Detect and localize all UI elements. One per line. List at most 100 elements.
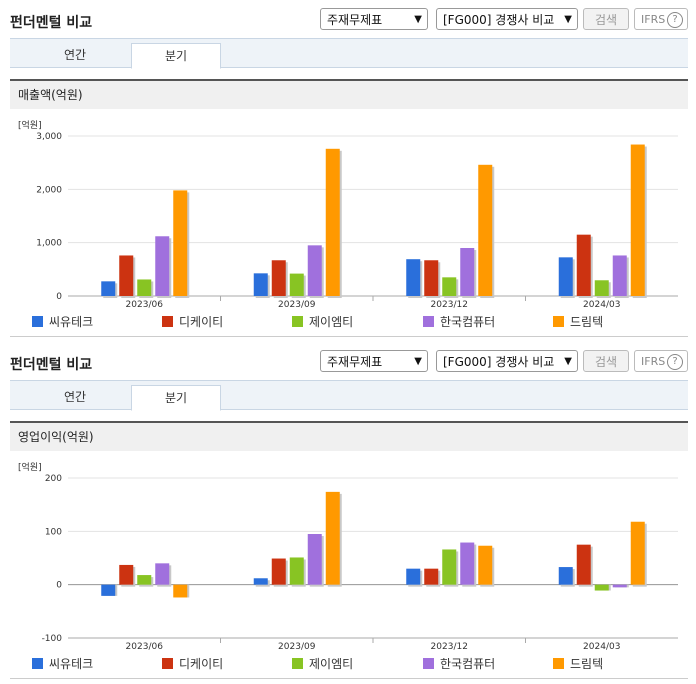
peer-select[interactable]: [FG000] 경쟁사 비교 ▼ bbox=[436, 8, 578, 30]
statement-select[interactable]: 주재무제표 ▼ bbox=[320, 8, 428, 30]
bar bbox=[594, 584, 609, 591]
bar bbox=[406, 259, 421, 296]
tab-annual[interactable]: 연간 bbox=[63, 390, 87, 404]
bar bbox=[424, 260, 439, 296]
chevron-down-icon: ▼ bbox=[564, 14, 572, 25]
bar bbox=[173, 584, 188, 598]
legend-swatch bbox=[162, 658, 173, 669]
legend-item[interactable]: 디케이티 bbox=[162, 313, 223, 330]
section-title: 펀더멘털 비교 bbox=[10, 15, 93, 31]
bar bbox=[289, 273, 304, 296]
bar bbox=[155, 236, 170, 296]
x-tick-label: 2023/12 bbox=[431, 642, 468, 652]
y-tick-label: 100 bbox=[45, 527, 62, 537]
x-tick-label: 2023/06 bbox=[126, 642, 164, 652]
bar bbox=[173, 190, 188, 296]
bar bbox=[325, 148, 340, 296]
legend-label: 제이엠티 bbox=[309, 657, 354, 671]
bar bbox=[119, 564, 134, 585]
bar bbox=[478, 545, 493, 585]
ifrs-button[interactable]: IFRS ? bbox=[634, 8, 688, 30]
legend-swatch bbox=[32, 658, 43, 669]
bar bbox=[424, 568, 439, 585]
y-tick-label: 1,000 bbox=[36, 239, 62, 249]
bar bbox=[137, 279, 152, 296]
period-tabs: 연간 분기 bbox=[10, 38, 688, 69]
bar bbox=[271, 558, 286, 585]
bar bbox=[478, 164, 493, 296]
x-tick-label: 2023/06 bbox=[126, 300, 164, 310]
legend-item[interactable]: 드림텍 bbox=[553, 655, 603, 672]
divider bbox=[10, 336, 688, 337]
legend-swatch bbox=[162, 316, 173, 327]
bar bbox=[460, 542, 475, 585]
bar bbox=[253, 273, 268, 296]
bar bbox=[307, 534, 322, 585]
peer-select-value: [FG000] 경쟁사 비교 bbox=[443, 355, 555, 369]
bar bbox=[307, 245, 322, 296]
ifrs-label: IFRS bbox=[641, 13, 666, 26]
statement-select-value: 주재무제표 bbox=[327, 355, 383, 369]
bar bbox=[612, 584, 627, 588]
legend-item[interactable]: 씨유테크 bbox=[32, 655, 93, 672]
x-tick-label: 2024/03 bbox=[583, 642, 620, 652]
fundamental-section-operating-profit: 펀더멘털 비교 주재무제표 ▼ [FG000] 경쟁사 비교 ▼ 검색 IFRS… bbox=[0, 342, 696, 684]
chevron-down-icon: ▼ bbox=[414, 356, 422, 367]
legend-label: 씨유테크 bbox=[49, 315, 94, 329]
legend-swatch bbox=[423, 658, 434, 669]
legend-swatch bbox=[553, 658, 564, 669]
search-button[interactable]: 검색 bbox=[583, 350, 629, 372]
legend-item[interactable]: 제이엠티 bbox=[292, 313, 353, 330]
y-tick-label: 0 bbox=[56, 581, 62, 591]
operating-profit-bar-chart: -100 0 100 200 2023/06 2023/09 2023/12 2024/03 bbox=[42, 474, 678, 652]
unit-label: [억원] bbox=[18, 463, 42, 473]
bar bbox=[630, 521, 645, 585]
x-tick-label: 2023/09 bbox=[278, 642, 316, 652]
legend-label: 드림텍 bbox=[570, 657, 604, 671]
legend-label: 디케이티 bbox=[179, 315, 224, 329]
help-icon[interactable]: ? bbox=[667, 354, 683, 370]
bar bbox=[460, 248, 475, 296]
legend-swatch bbox=[32, 316, 43, 327]
peer-select[interactable]: [FG000] 경쟁사 비교 ▼ bbox=[436, 350, 578, 372]
period-tabs: 연간 분기 bbox=[10, 380, 688, 411]
y-tick-label: 200 bbox=[45, 474, 62, 484]
legend-item[interactable]: 드림텍 bbox=[553, 313, 603, 330]
bar bbox=[630, 144, 645, 296]
legend-label: 한국컴퓨터 bbox=[440, 315, 496, 329]
bar bbox=[576, 234, 591, 296]
x-tick-label: 2023/12 bbox=[431, 300, 468, 310]
bar bbox=[325, 491, 340, 585]
legend-swatch bbox=[553, 316, 564, 327]
divider bbox=[10, 678, 688, 679]
search-button[interactable]: 검색 bbox=[583, 8, 629, 30]
tab-annual[interactable]: 연간 bbox=[63, 48, 87, 62]
bar bbox=[271, 260, 286, 296]
chart-title: 영업이익(억원) bbox=[10, 421, 688, 451]
bar bbox=[576, 544, 591, 585]
ifrs-button[interactable]: IFRS ? bbox=[634, 350, 688, 372]
statement-select[interactable]: 주재무제표 ▼ bbox=[320, 350, 428, 372]
legend-item[interactable]: 디케이티 bbox=[162, 655, 223, 672]
legend-swatch bbox=[292, 316, 303, 327]
legend-label: 씨유테크 bbox=[49, 657, 94, 671]
legend-item[interactable]: 한국컴퓨터 bbox=[423, 313, 495, 330]
legend-swatch bbox=[292, 658, 303, 669]
ifrs-label: IFRS bbox=[641, 355, 666, 368]
y-tick-label: 0 bbox=[56, 292, 62, 302]
y-tick-label: 2,000 bbox=[36, 185, 62, 195]
legend-item[interactable]: 씨유테크 bbox=[32, 313, 93, 330]
legend-item[interactable]: 제이엠티 bbox=[292, 655, 353, 672]
unit-label: [억원] bbox=[18, 121, 42, 131]
bar bbox=[101, 281, 116, 296]
chevron-down-icon: ▼ bbox=[414, 14, 422, 25]
legend-label: 제이엠티 bbox=[309, 315, 354, 329]
legend-item[interactable]: 한국컴퓨터 bbox=[423, 655, 495, 672]
bar bbox=[558, 567, 573, 585]
tab-quarterly[interactable]: 분기 bbox=[131, 43, 221, 69]
tab-quarterly[interactable]: 분기 bbox=[131, 385, 221, 411]
help-icon[interactable]: ? bbox=[667, 12, 683, 28]
bar bbox=[406, 568, 421, 585]
bar bbox=[594, 280, 609, 296]
bar bbox=[442, 549, 457, 585]
